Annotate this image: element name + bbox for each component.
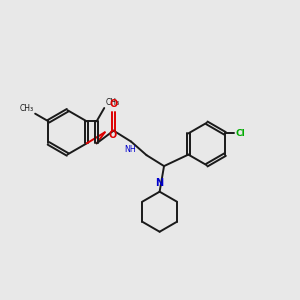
Text: CH₃: CH₃: [105, 98, 119, 107]
Text: O: O: [110, 100, 118, 110]
Text: NH: NH: [124, 145, 136, 154]
Text: CH₃: CH₃: [20, 104, 34, 113]
Text: O: O: [108, 130, 117, 140]
Text: Cl: Cl: [236, 129, 245, 138]
Text: N: N: [156, 178, 164, 188]
